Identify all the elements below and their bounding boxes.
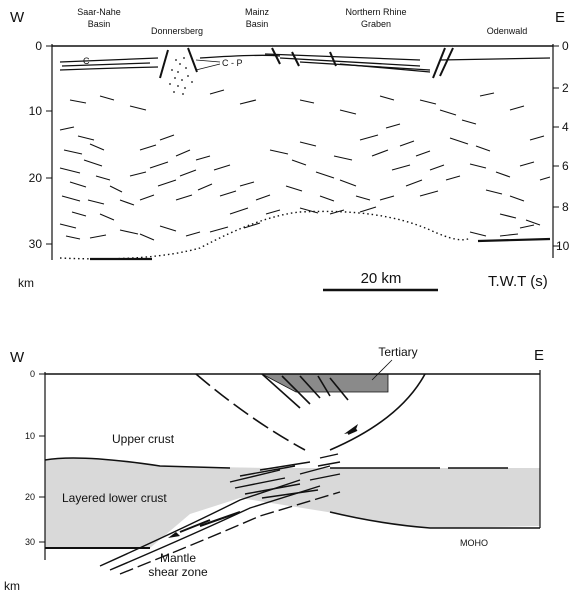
bottom-depth-tick-30: 30 xyxy=(25,537,35,547)
top-twt-ticks: 0 2 4 6 8 10 T.W.T (s) xyxy=(488,39,570,290)
top-depth-tick-10: 10 xyxy=(29,104,43,118)
lower-crust-label: Layered lower crust xyxy=(62,491,167,505)
seismic-section: W E Saar-Nahe Basin Donnersberg Mainz Ba… xyxy=(10,7,570,292)
lower-crust-fill xyxy=(45,458,540,548)
region-label-mainz-1: Mainz xyxy=(245,7,270,17)
donnersberg-intrusion xyxy=(169,57,193,95)
region-label-saar-nahe-1: Saar-Nahe xyxy=(77,7,121,17)
top-west-label: W xyxy=(10,9,25,26)
twt-tick-6: 6 xyxy=(562,159,569,173)
shear-zone-label-1: Mantle xyxy=(160,551,196,565)
moho-east xyxy=(329,511,540,529)
east-boundary-fault xyxy=(329,373,426,451)
west-boundary-fault xyxy=(195,373,306,451)
region-label-rhine-graben-2: Graben xyxy=(361,19,391,29)
bottom-depth-tick-0: 0 xyxy=(30,369,35,379)
region-label-mainz-2: Basin xyxy=(246,19,269,29)
bottom-west-label: W xyxy=(10,349,25,366)
bottom-east-label: E xyxy=(534,347,544,364)
twt-tick-10: 10 xyxy=(556,239,570,253)
twt-tick-2: 2 xyxy=(562,81,569,95)
graben-faults xyxy=(261,373,349,409)
upper-lower-boundary-west xyxy=(44,457,231,469)
crustal-reflectors xyxy=(59,89,551,241)
carboniferous-label: C xyxy=(83,56,90,66)
shear-zone-label-2: shear zone xyxy=(148,565,208,579)
top-depth-tick-0: 0 xyxy=(35,39,42,53)
top-faults xyxy=(159,47,454,79)
twt-axis-label: T.W.T (s) xyxy=(488,273,548,290)
shear-zone-lines xyxy=(99,453,341,575)
upper-crust-label: Upper crust xyxy=(112,432,175,446)
region-label-rhine-graben-1: Northern Rhine xyxy=(345,7,406,17)
region-label-donnersberg: Donnersberg xyxy=(151,26,203,36)
top-moho-east xyxy=(477,237,551,243)
scale-bar-label: 20 km xyxy=(361,270,402,287)
shallow-basin-reflectors xyxy=(59,53,551,73)
twt-tick-0: 0 xyxy=(562,39,569,53)
moho-label: MOHO xyxy=(460,538,488,548)
top-east-label: E xyxy=(555,9,565,26)
top-depth-tick-30: 30 xyxy=(29,237,43,251)
interpretation-section: W E 0 10 20 30 km xyxy=(4,345,544,593)
twt-tick-4: 4 xyxy=(562,120,569,134)
tertiary-fill xyxy=(261,373,389,393)
bottom-depth-unit: km xyxy=(4,579,20,593)
region-label-saar-nahe-2: Basin xyxy=(88,19,111,29)
top-depth-unit: km xyxy=(18,276,34,290)
bottom-depth-tick-20: 20 xyxy=(25,492,35,502)
carb-permian-label: C - P xyxy=(222,58,243,68)
bottom-depth-tick-10: 10 xyxy=(25,431,35,441)
bottom-depth-ticks: 0 10 20 30 km xyxy=(4,369,45,593)
twt-tick-8: 8 xyxy=(562,200,569,214)
top-depth-tick-20: 20 xyxy=(29,171,43,185)
top-depth-ticks: 0 10 20 30 km xyxy=(18,39,52,290)
tertiary-label: Tertiary xyxy=(378,345,417,359)
region-label-odenwald: Odenwald xyxy=(487,26,528,36)
top-moho-dotted xyxy=(59,210,471,260)
